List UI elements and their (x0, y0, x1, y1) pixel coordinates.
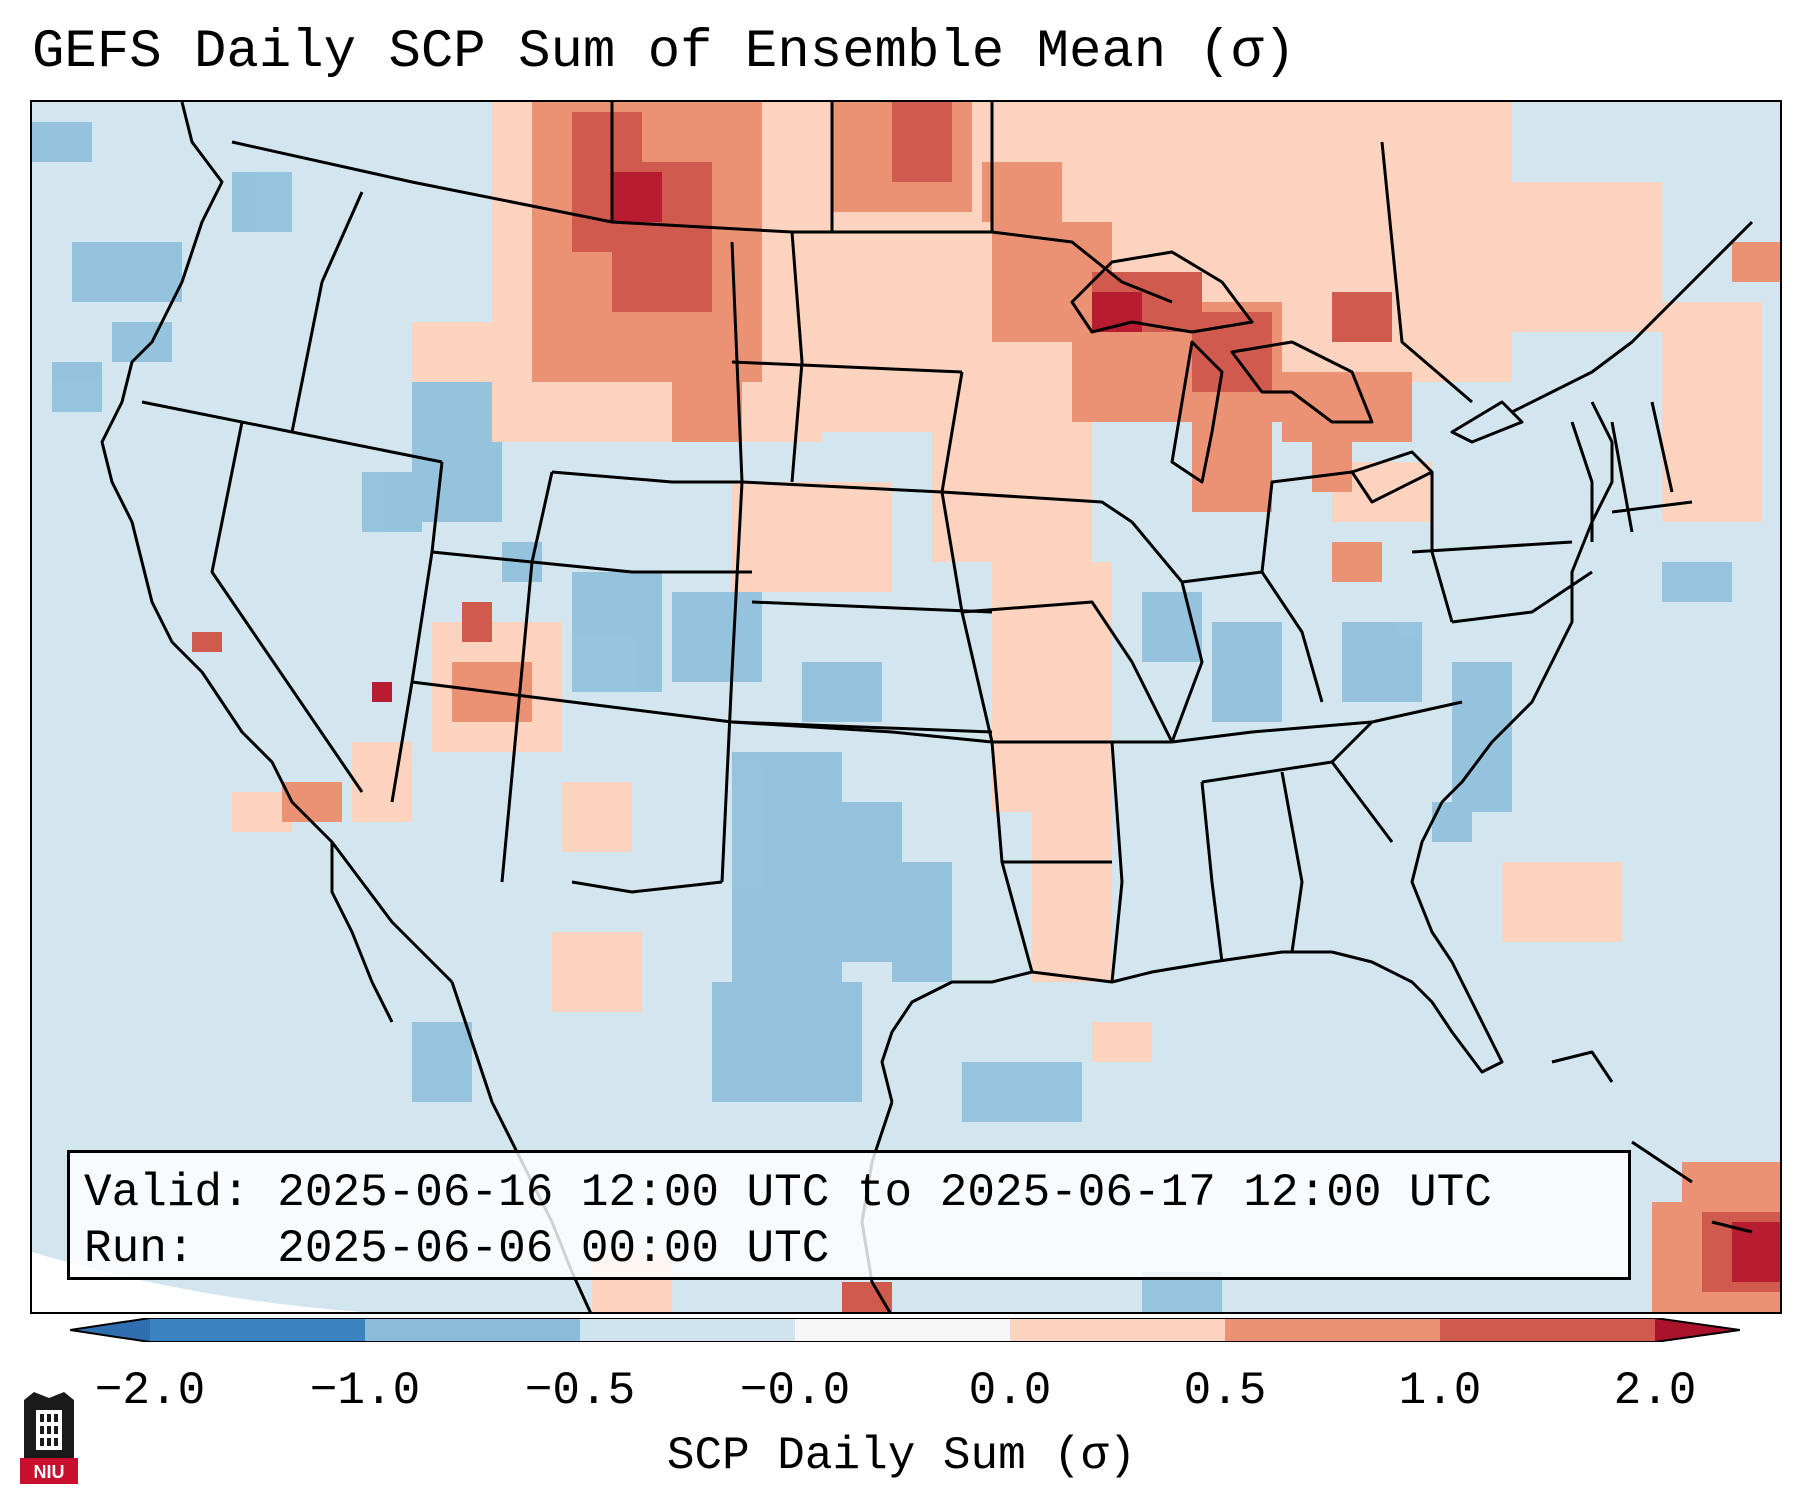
logo-text: NIU (34, 1462, 65, 1482)
colorbar-segment-2 (580, 1318, 795, 1342)
positive-extreme-areas (372, 172, 1780, 1282)
colorbar-tick-label: 0.5 (1183, 1365, 1267, 1417)
colorbar-label: SCP Daily Sum (σ) (666, 1430, 1137, 1482)
colorbar-tick-label: 0.0 (968, 1365, 1052, 1417)
map-panel (30, 100, 1782, 1314)
colorbar-segment-4 (1010, 1318, 1225, 1342)
run-label: Run: (84, 1223, 195, 1275)
colorbar-segment-6 (1440, 1318, 1655, 1342)
colorbar-tick-label: −0.5 (524, 1365, 636, 1417)
map-title: GEFS Daily SCP Sum of Ensemble Mean (σ) (32, 22, 1296, 83)
run-value: 2025-06-06 00:00 UTC (277, 1223, 830, 1275)
colorbar-tick-label: −1.0 (309, 1365, 421, 1417)
valid-label: Valid: (84, 1167, 250, 1219)
colorbar-segment-1 (365, 1318, 580, 1342)
valid-value: 2025-06-16 12:00 UTC to 2025-06-17 12:00… (277, 1167, 1492, 1219)
colorbar-tick-label: −0.0 (739, 1365, 851, 1417)
colorbar (70, 1318, 1740, 1342)
colorbar-segment-5 (1225, 1318, 1440, 1342)
valid-row: Valid: 2025-06-16 12:00 UTC to 2025-06-1… (84, 1165, 1614, 1221)
colorbar-tick-label: 1.0 (1398, 1365, 1482, 1417)
colorbar-extend-low (70, 1318, 150, 1342)
boundaries (100, 102, 1754, 1312)
colorbar-segment-0 (150, 1318, 365, 1342)
projection-edge (32, 1252, 363, 1312)
niu-logo: NIU (20, 1392, 78, 1484)
scp-map (32, 102, 1780, 1312)
colorbar-extend-high (1655, 1318, 1740, 1342)
run-row: Run: 2025-06-06 00:00 UTC (84, 1221, 1614, 1277)
colorbar-tick-label: 2.0 (1613, 1365, 1697, 1417)
validity-info-box: Valid: 2025-06-16 12:00 UTC to 2025-06-1… (67, 1150, 1631, 1280)
colorbar-tick-label: −2.0 (94, 1365, 206, 1417)
negative-anomaly-areas (32, 122, 1732, 1312)
colorbar-segment-3 (795, 1318, 1010, 1342)
